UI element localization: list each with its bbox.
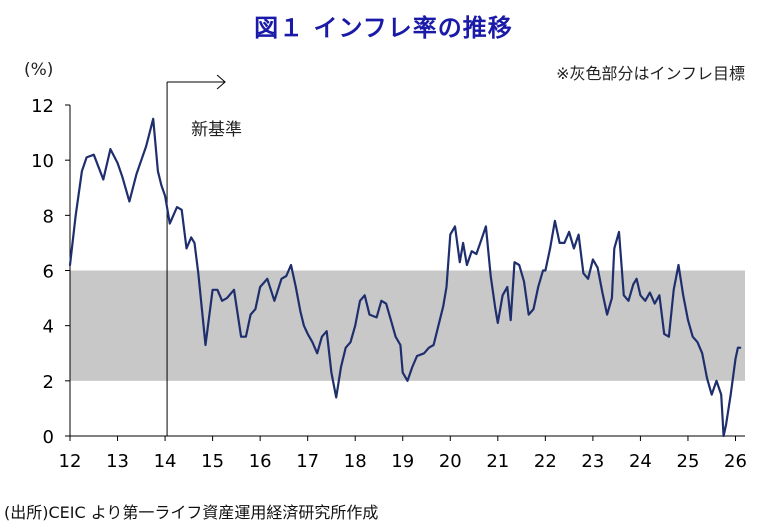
y-axis-unit-label: (%) — [24, 60, 54, 80]
x-tick-label: 12 — [59, 451, 82, 472]
x-tick-label: 19 — [391, 451, 414, 472]
x-tick-label: 24 — [629, 451, 652, 472]
x-tick-label: 14 — [154, 451, 177, 472]
y-tick-label: 6 — [43, 262, 54, 283]
series-line-inflation — [68, 117, 742, 438]
x-tick-label: 26 — [724, 451, 747, 472]
x-tick-label: 21 — [486, 451, 509, 472]
x-tick-label: 18 — [344, 451, 367, 472]
x-tick-label: 15 — [201, 451, 224, 472]
source-note: (出所)CEIC より第一ライフ資産運用経済研究所作成 — [4, 503, 379, 522]
x-tick-label: 23 — [581, 451, 604, 472]
y-tick-label: 8 — [43, 206, 54, 227]
x-tick-label: 17 — [296, 451, 319, 472]
new-standard-arrow-head — [216, 74, 226, 90]
x-tick-label: 13 — [106, 451, 129, 472]
y-tick-label: 4 — [43, 317, 54, 338]
x-tick-label: 16 — [249, 451, 272, 472]
y-tick-label: 12 — [31, 96, 54, 117]
target-band — [70, 270, 745, 381]
x-tick-label: 25 — [677, 451, 700, 472]
new-standard-label: 新基準 — [191, 120, 242, 140]
y-tick-label: 2 — [43, 372, 54, 393]
x-tick-label: 22 — [534, 451, 557, 472]
target-band-note: ※灰色部分はインフレ目標 — [556, 64, 745, 83]
x-tick-label: 20 — [439, 451, 462, 472]
y-tick-label: 10 — [31, 151, 54, 172]
chart-title: 図１ インフレ率の推移 — [254, 14, 513, 42]
y-tick-label: 0 — [43, 427, 54, 448]
